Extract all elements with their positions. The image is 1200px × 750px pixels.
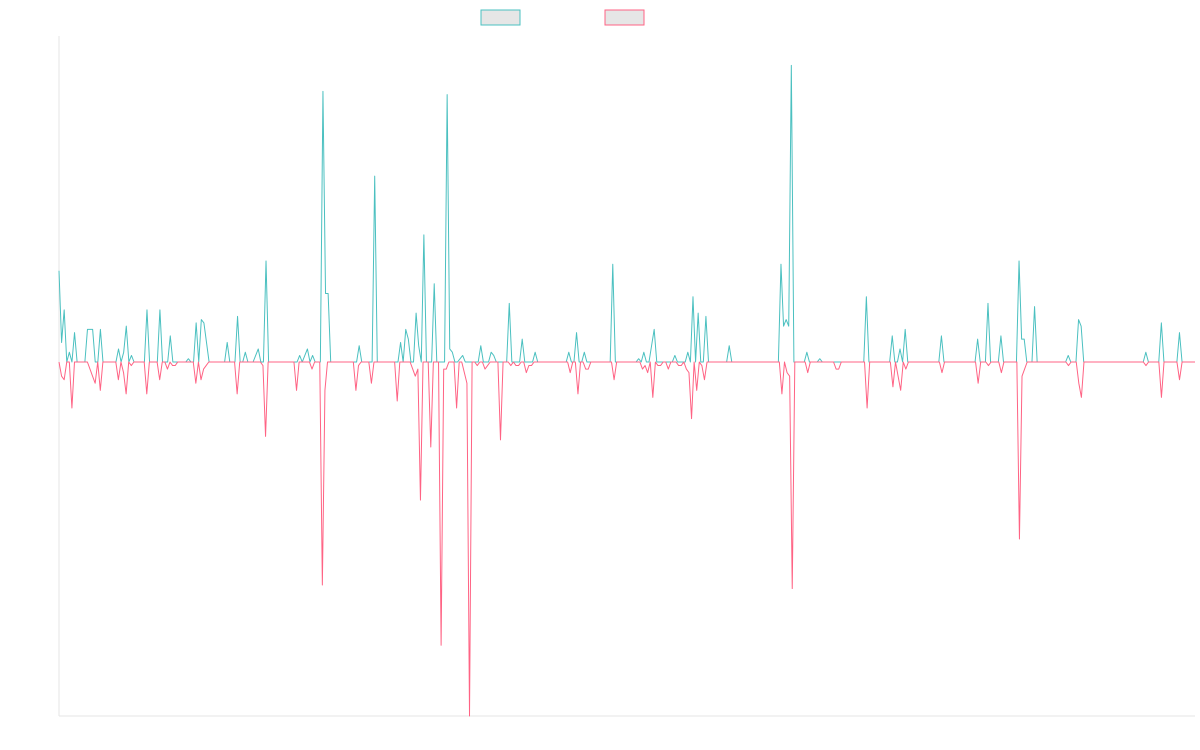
series-line-2 <box>58 361 1195 717</box>
series-line-1 <box>58 64 1195 363</box>
axes <box>58 36 1195 717</box>
legend-swatch-1 <box>480 9 521 26</box>
legend <box>480 9 645 26</box>
series-layer <box>58 64 1195 717</box>
legend-swatch-2 <box>604 9 645 26</box>
